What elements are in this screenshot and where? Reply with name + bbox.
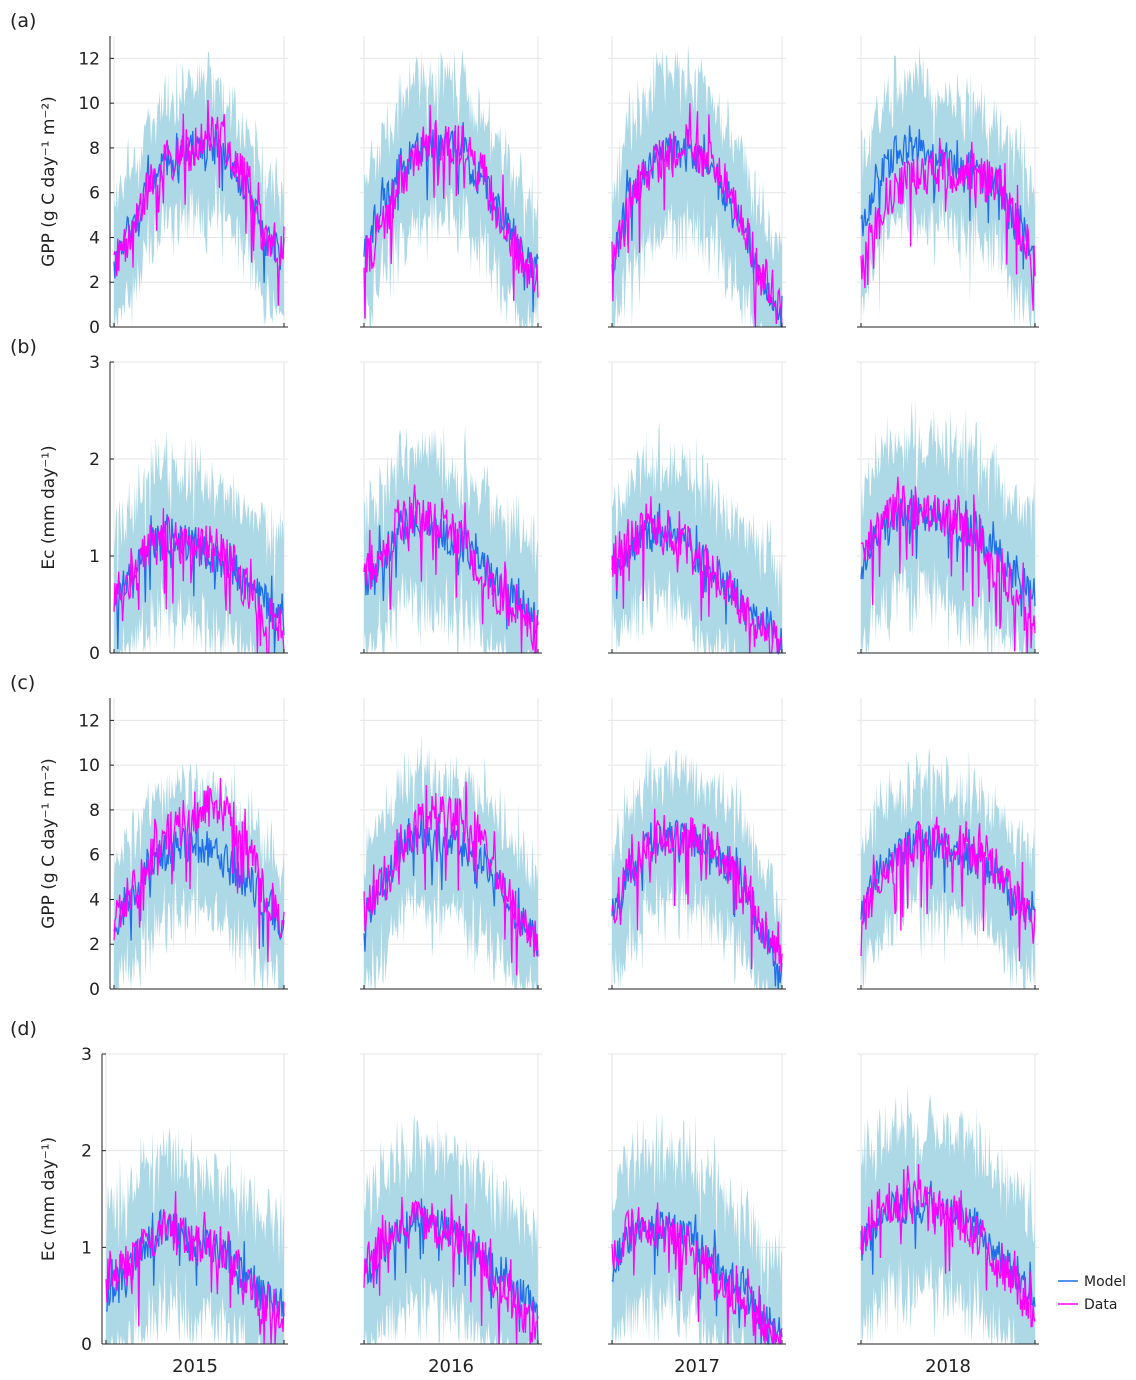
- data-series-line: [611, 808, 783, 972]
- data-series-line: [363, 104, 539, 319]
- data-series-line: [113, 99, 285, 306]
- y-tick-label: 12: [78, 711, 100, 731]
- y-tick-label: 1: [81, 1238, 92, 1258]
- subplot-b-2015: 0 1 2 3: [89, 353, 288, 664]
- panel-row-d: (d) Ec (mm day⁻¹) 0 1 2 3 2015 2016 2017 2018: [10, 1018, 1039, 1377]
- y-tick-label: 3: [89, 353, 100, 373]
- panel-label: (d): [10, 1018, 37, 1040]
- y-tick-label: 12: [78, 49, 100, 69]
- x-tick-label-year: 2015: [172, 1356, 218, 1377]
- y-tick-label: 8: [89, 139, 100, 159]
- data-series-line: [105, 1191, 285, 1345]
- y-tick-label: 4: [89, 228, 100, 248]
- x-tick-label-year: 2017: [674, 1356, 720, 1377]
- subplot-c-2015: 0 2 4 6 8 10 12: [78, 698, 288, 1000]
- y-tick-label: 4: [89, 890, 100, 910]
- model-series-line: [105, 1208, 285, 1320]
- y-axis-label: Ec (mm day⁻¹): [39, 445, 59, 569]
- data-series-line: [860, 1164, 1036, 1328]
- y-tick-label: 2: [81, 1142, 92, 1162]
- y-tick-label: 0: [81, 1335, 92, 1355]
- data-series-line: [611, 496, 783, 654]
- subplot-d-2018: 2018: [857, 1053, 1039, 1377]
- uncertainty-band: [106, 1127, 284, 1344]
- model-series-line: [611, 503, 783, 656]
- data-series-line: [860, 137, 1036, 311]
- subplot-b-2017: [608, 361, 786, 656]
- data-series-line: [113, 508, 285, 654]
- y-tick-label: 8: [89, 801, 100, 821]
- subplot-b-2016: [360, 361, 542, 654]
- data-series-line: [363, 1194, 539, 1345]
- y-axis-label: Ec (mm day⁻¹): [39, 1137, 59, 1261]
- y-tick-label: 6: [89, 846, 100, 866]
- subplot-a-2016: [360, 36, 542, 328]
- y-tick-label: 3: [81, 1045, 92, 1065]
- y-tick-label: 6: [89, 184, 100, 204]
- panel-row-b: (b) Ec (mm day⁻¹) 0 1 2 3: [10, 336, 1039, 664]
- uncertainty-band: [364, 48, 538, 328]
- y-tick-label: 0: [89, 644, 100, 664]
- subplot-d-2017: 2017: [608, 1053, 786, 1377]
- subplot-a-2018: [857, 36, 1039, 328]
- legend-data-label: Data: [1084, 1297, 1117, 1313]
- panel-label: (c): [10, 672, 35, 694]
- y-tick-label: 1: [89, 547, 100, 567]
- y-axis-label: GPP (g C day⁻¹ m⁻²): [39, 96, 59, 267]
- y-tick-label: 0: [89, 980, 100, 1000]
- y-tick-label: 2: [89, 273, 100, 293]
- subplot-c-2017: [608, 698, 786, 990]
- subplot-d-2016: 2016: [360, 1053, 542, 1377]
- subplot-a-2017: [608, 36, 786, 328]
- y-tick-label: 10: [78, 756, 100, 776]
- subplot-c-2016: [360, 698, 542, 990]
- y-tick-label: 10: [78, 94, 100, 114]
- x-tick-label-year: 2018: [925, 1356, 971, 1377]
- data-series-line: [611, 103, 783, 328]
- model-series-line: [363, 506, 539, 635]
- uncertainty-band: [364, 734, 538, 989]
- data-series-line: [860, 816, 1036, 962]
- subplot-c-2018: [857, 698, 1039, 990]
- panel-row-c: (c) GPP (g C day⁻¹ m⁻²) 0 2 4 6 8 10 12: [10, 672, 1039, 1000]
- legend-model-label: Model: [1084, 1274, 1126, 1290]
- uncertainty-band: [612, 43, 782, 327]
- legend: Model Data: [1058, 1274, 1126, 1313]
- data-series-line: [363, 484, 539, 654]
- y-axis-label: GPP (g C day⁻¹ m⁻²): [39, 758, 59, 929]
- panel-row-a: (a) GPP (g C day⁻¹ m⁻²) 0 2 4 6 8 10 12: [10, 10, 1039, 338]
- x-tick-label-year: 2016: [428, 1356, 474, 1377]
- subplot-d-2015: 0 1 2 3 2015: [81, 1045, 288, 1377]
- data-series-line: [363, 781, 539, 976]
- y-tick-label: 2: [89, 935, 100, 955]
- panel-label: (b): [10, 336, 37, 358]
- y-tick-label: 0: [89, 318, 100, 338]
- panel-label: (a): [10, 10, 36, 32]
- uncertainty-band: [861, 748, 1035, 989]
- uncertainty-band: [114, 760, 284, 989]
- uncertainty-band: [114, 52, 284, 327]
- uncertainty-band: [612, 745, 782, 989]
- data-series-line: [860, 476, 1036, 654]
- y-tick-label: 2: [89, 450, 100, 470]
- uncertainty-band: [612, 1109, 782, 1344]
- subplot-b-2018: [857, 361, 1039, 654]
- data-series-line: [611, 1202, 783, 1345]
- data-series-line: [113, 777, 285, 963]
- subplot-a-2015: 0 2 4 6 8 10 12: [78, 36, 288, 338]
